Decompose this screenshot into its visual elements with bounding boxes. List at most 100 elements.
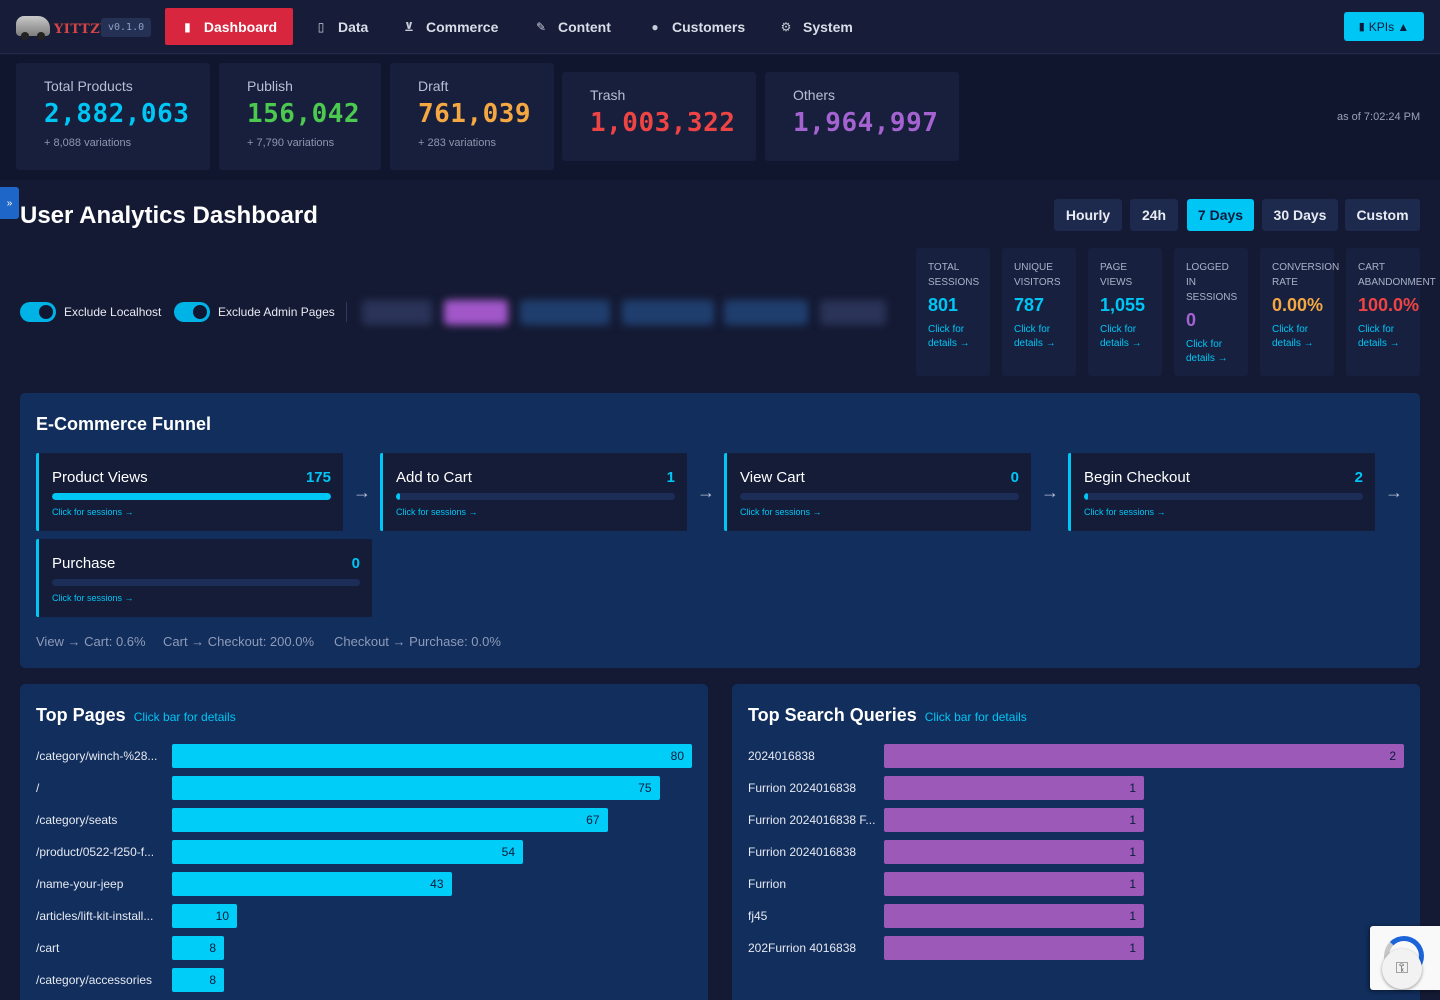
metric-total-sessions[interactable]: TOTAL SESSIONS 801 Click for details →: [916, 248, 990, 376]
funnel-arrow: →: [353, 482, 371, 502]
top-pages-bar-value: 80: [670, 749, 684, 763]
funnel-step-count: 0: [1010, 469, 1019, 486]
metric-unique-visitors[interactable]: UNIQUE VISITORS 787 Click for details →: [1002, 248, 1076, 376]
stat-trash[interactable]: Trash 1,003,322: [562, 72, 756, 161]
top-pages-row-label: /product/0522-f250-f...: [36, 845, 155, 859]
range-custom-button[interactable]: Custom: [1345, 199, 1420, 231]
redacted-filter-chip[interactable]: [622, 300, 714, 325]
top-search-bar[interactable]: 1: [884, 840, 1144, 864]
top-pages-bar[interactable]: 8: [172, 936, 224, 960]
top-pages-bar-value: 75: [638, 781, 652, 795]
nav-content[interactable]: ✎ Content: [518, 8, 627, 45]
funnel-sessions-link[interactable]: Click for sessions →: [52, 593, 134, 603]
top-search-bar-value: 1: [1129, 781, 1136, 795]
stat-publish[interactable]: Publish 156,042 + 7,790 variations: [219, 63, 381, 170]
redacted-filter-chip[interactable]: [820, 300, 886, 325]
funnel-progress-track: [1084, 493, 1363, 500]
range-7days-button[interactable]: 7 Days: [1187, 199, 1254, 231]
sidebar-expand-button[interactable]: »: [0, 187, 19, 219]
top-pages-bar-value: 67: [586, 813, 600, 827]
funnel-sessions-link[interactable]: Click for sessions →: [52, 507, 134, 517]
top-pages-bar[interactable]: 8: [172, 968, 224, 992]
kpis-toggle-button[interactable]: ▮ KPIs ▲: [1344, 12, 1424, 41]
top-search-row-label: Furrion: [748, 877, 787, 891]
funnel-progress-fill: [396, 493, 400, 500]
metric-details-link[interactable]: Click for details →: [1014, 324, 1056, 349]
top-search-bar[interactable]: 1: [884, 936, 1144, 960]
exclude-admin-toggle[interactable]: [174, 302, 210, 322]
nav-label: System: [803, 18, 853, 35]
nav-label: Customers: [672, 18, 746, 35]
top-pages-bar[interactable]: 75: [172, 776, 660, 800]
redacted-filter-chip[interactable]: [444, 300, 508, 325]
top-pages-bar[interactable]: 80: [172, 744, 692, 768]
top-pages-panel: Top Pages Click bar for details /category…: [20, 684, 708, 1000]
metric-conversion-rate[interactable]: CONVERSION RATE 0.00% Click for details …: [1260, 248, 1339, 376]
recaptcha-badge[interactable]: ⚿: [1370, 926, 1440, 990]
top-search-row-label: 2024016838: [748, 749, 815, 763]
funnel-arrow: →: [697, 482, 715, 502]
top-pages-header: Top Pages Click bar for details: [36, 705, 236, 726]
metric-details-link[interactable]: Click for details →: [928, 324, 970, 349]
conversion-cart-checkout: Cart → Checkout: 200.0%: [163, 634, 315, 649]
app-logo[interactable]: YITTZY: [16, 12, 110, 42]
top-search-details-link[interactable]: Click bar for details: [924, 710, 1027, 724]
metric-label: PAGE VIEWS: [1100, 262, 1133, 288]
funnel-sessions-link[interactable]: Click for sessions →: [396, 507, 478, 517]
top-search-bar[interactable]: 1: [884, 808, 1144, 832]
funnel-sessions-link[interactable]: Click for sessions →: [1084, 507, 1166, 517]
redacted-filter-chip[interactable]: [362, 300, 432, 325]
top-search-bar[interactable]: 1: [884, 904, 1144, 928]
metric-details-link[interactable]: Click for details →: [1186, 339, 1228, 364]
metric-details-link[interactable]: Click for details →: [1272, 324, 1314, 349]
redacted-filter-chip[interactable]: [724, 300, 808, 325]
top-search-bar-value: 2: [1389, 749, 1396, 763]
funnel-sessions-link[interactable]: Click for sessions →: [740, 507, 822, 517]
funnel-step-name: Begin Checkout: [1084, 469, 1190, 486]
range-24h-button[interactable]: 24h: [1130, 199, 1178, 231]
metric-page-views[interactable]: PAGE VIEWS 1,055 Click for details →: [1088, 248, 1162, 376]
stat-total-products[interactable]: Total Products 2,882,063 + 8,088 variati…: [16, 63, 210, 170]
range-hourly-button[interactable]: Hourly: [1054, 199, 1122, 231]
nav-data[interactable]: ▯ Data: [298, 8, 384, 45]
metric-value: 787: [1014, 295, 1045, 315]
filter-divider: [346, 302, 347, 322]
stat-sub: + 283 variations: [418, 137, 496, 149]
nav-commerce[interactable]: ⊻ Commerce: [386, 8, 514, 45]
nav-system[interactable]: ⚙ System: [763, 8, 869, 45]
metric-logged-in-sessions[interactable]: LOGGED IN SESSIONS 0 Click for details →: [1174, 248, 1248, 376]
funnel-step-view-cart[interactable]: View Cart 0 Click for sessions →: [724, 453, 1031, 531]
nav-customers[interactable]: ● Customers: [632, 8, 761, 45]
edit-icon: ✎: [535, 19, 547, 34]
funnel-step-product-views[interactable]: Product Views 175 Click for sessions →: [36, 453, 343, 531]
top-pages-bar[interactable]: 67: [172, 808, 608, 832]
funnel-step-name: Product Views: [52, 469, 148, 486]
nav-dashboard[interactable]: ▮ Dashboard: [165, 8, 293, 45]
redacted-filter-chip[interactable]: [520, 300, 610, 325]
funnel-step-add-to-cart[interactable]: Add to Cart 1 Click for sessions →: [380, 453, 687, 531]
stat-draft[interactable]: Draft 761,039 + 283 variations: [390, 63, 554, 170]
funnel-step-begin-checkout[interactable]: Begin Checkout 2 Click for sessions →: [1068, 453, 1375, 531]
exclude-localhost-toggle[interactable]: [20, 302, 56, 322]
metric-cart-abandonment[interactable]: CART ABANDONMENT 100.0% Click for detail…: [1346, 248, 1436, 376]
metric-details-link[interactable]: Click for details →: [1358, 324, 1400, 349]
top-search-bar[interactable]: 1: [884, 776, 1144, 800]
top-pages-row-label: /category/accessories: [36, 973, 153, 987]
stat-others[interactable]: Others 1,964,997: [765, 72, 959, 161]
bar-chart-icon: ▮: [1358, 21, 1365, 33]
top-search-bar[interactable]: 1: [884, 872, 1144, 896]
top-pages-bar[interactable]: 54: [172, 840, 523, 864]
top-search-bar[interactable]: 2: [884, 744, 1404, 768]
range-30days-button[interactable]: 30 Days: [1262, 199, 1338, 231]
metric-value: 0: [1186, 310, 1197, 330]
top-pages-bar[interactable]: 10: [172, 904, 237, 928]
top-search-panel: Top Search Queries Click bar for details …: [732, 684, 1420, 1000]
funnel-step-name: Add to Cart: [396, 469, 472, 486]
version-badge: v0.1.0: [101, 18, 152, 37]
funnel-step-purchase[interactable]: Purchase 0 Click for sessions →: [36, 539, 372, 617]
top-pages-bar[interactable]: 43: [172, 872, 452, 896]
metric-details-link[interactable]: Click for details →: [1100, 324, 1142, 349]
top-pages-details-link[interactable]: Click bar for details: [133, 710, 236, 724]
nav-label: Commerce: [426, 18, 499, 35]
top-pages-row-label: /category/seats: [36, 813, 118, 827]
